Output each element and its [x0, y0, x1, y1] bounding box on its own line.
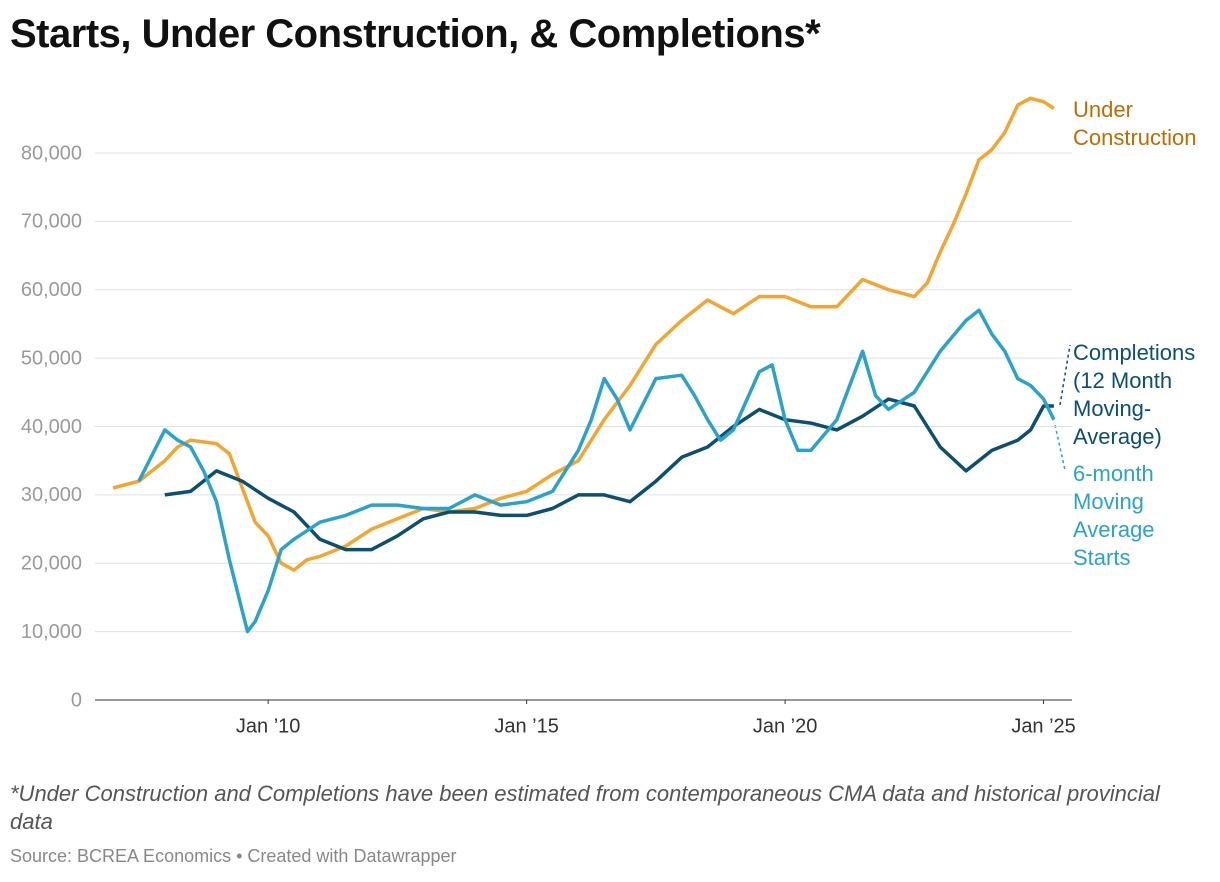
y-tick-label: 0 — [71, 689, 82, 711]
chart-title: Starts, Under Construction, & Completion… — [10, 12, 821, 56]
x-tick-label: Jan ’20 — [753, 715, 818, 737]
label-connector — [1054, 424, 1066, 471]
series-line — [137, 308, 1056, 634]
x-tick-label: Jan ’25 — [1011, 715, 1076, 737]
y-tick-label: 30,000 — [21, 484, 82, 506]
y-tick-label: 50,000 — [21, 347, 82, 369]
series-label: Under Construction — [1073, 97, 1197, 150]
source: Source: BCREA Economics • Created with D… — [10, 846, 457, 866]
series-label: 6-month Moving Average Starts — [1073, 461, 1155, 570]
footnote: *Under Construction and Completions have… — [10, 781, 1160, 834]
series-label: Completions (12 Month Moving-Average) — [1073, 340, 1196, 449]
series-line — [164, 397, 1054, 552]
label-connector — [1059, 344, 1071, 406]
series-line — [112, 96, 1055, 572]
x-tick-label: Jan ’15 — [494, 715, 559, 737]
x-tick-label: Jan ’10 — [236, 715, 301, 737]
y-tick-label: 40,000 — [21, 416, 82, 438]
y-tick-label: 70,000 — [21, 211, 82, 233]
y-tick-label: 20,000 — [21, 553, 82, 575]
y-tick-label: 10,000 — [21, 621, 82, 643]
y-tick-label: 80,000 — [21, 142, 82, 164]
y-tick-label: 60,000 — [21, 279, 82, 301]
